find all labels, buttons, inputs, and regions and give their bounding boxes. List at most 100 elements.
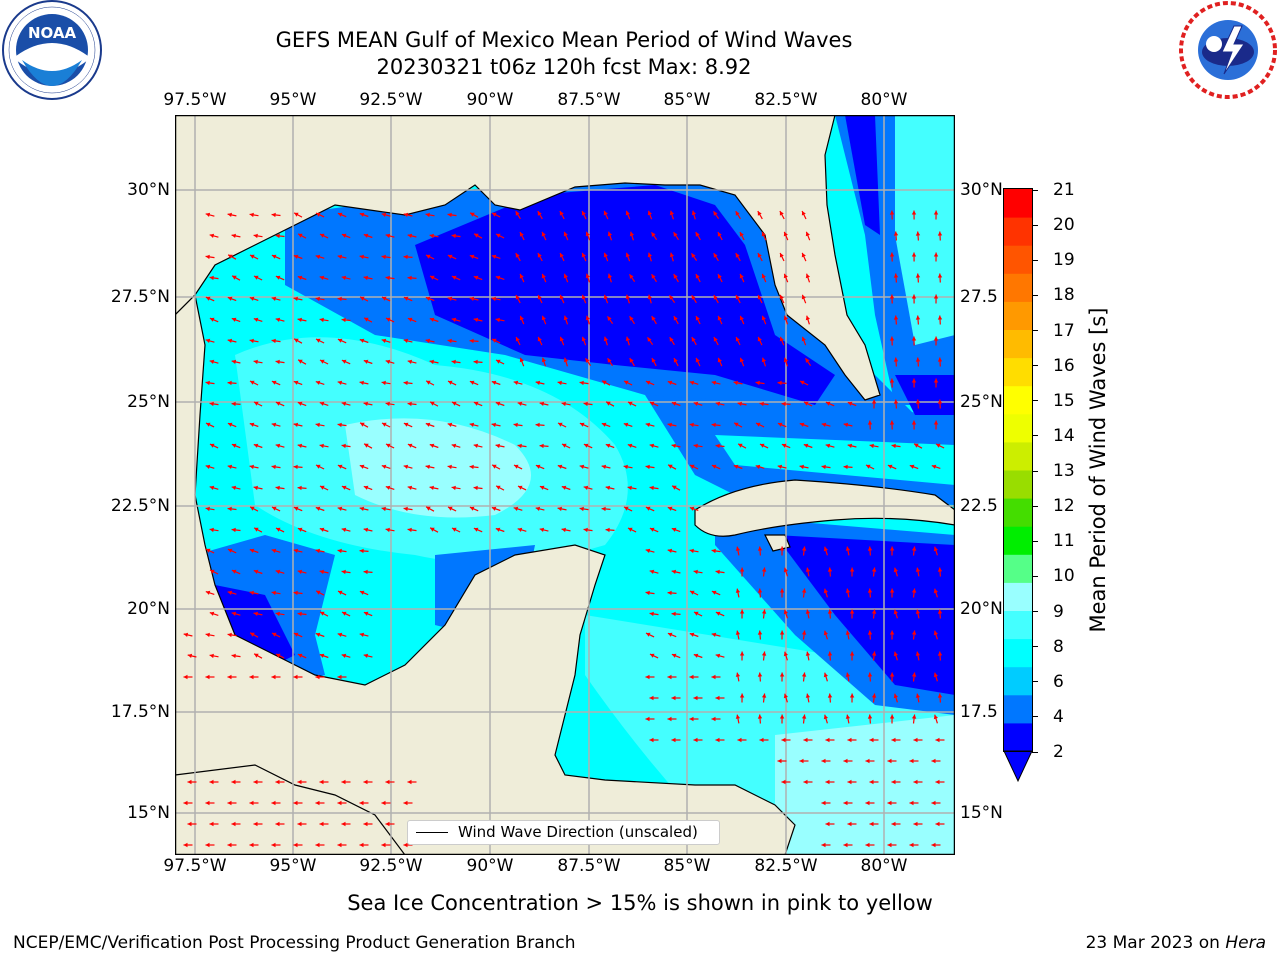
wind-wave-arrowhead <box>935 737 940 743</box>
wind-wave-arrowhead <box>647 294 652 300</box>
wind-wave-arrowhead <box>757 714 763 719</box>
wind-wave-arrowhead <box>430 527 435 532</box>
wind-wave-arrowhead <box>407 485 413 490</box>
wind-wave-arrowhead <box>783 273 788 279</box>
wind-wave-arrowhead <box>909 464 915 469</box>
wind-wave-arrowhead <box>231 485 237 490</box>
wind-wave-arrowhead <box>711 422 716 428</box>
wind-wave-arrowhead <box>403 296 409 301</box>
wind-wave-arrowhead <box>933 546 938 552</box>
wind-wave-arrowhead <box>210 443 215 448</box>
wind-wave-arrowhead <box>717 274 722 279</box>
wind-wave-arrowhead <box>601 464 607 469</box>
colorbar <box>1003 188 1033 783</box>
wind-wave-arrowhead <box>473 317 479 322</box>
wind-wave-arrowhead <box>447 212 452 218</box>
wind-wave-arrowhead <box>581 211 586 216</box>
wind-wave-arrowhead <box>429 443 435 448</box>
wind-wave-arrowhead <box>711 716 716 722</box>
wind-wave-arrowhead <box>515 337 520 342</box>
wind-wave-arrowhead <box>385 779 390 785</box>
wind-wave-arrowhead <box>293 296 298 301</box>
wind-wave-arrowhead <box>579 506 584 512</box>
wind-wave-arrowhead <box>889 378 895 383</box>
wind-wave-arrowhead <box>491 506 497 511</box>
wind-wave-arrowhead <box>865 800 870 806</box>
wind-wave-arrowhead <box>645 548 651 553</box>
wind-wave-arrowhead <box>297 275 303 280</box>
wind-wave-arrowhead <box>668 464 673 469</box>
wind-wave-arrowhead <box>319 443 324 449</box>
wind-wave-arrowhead <box>887 800 892 806</box>
wind-wave-arrowhead <box>271 212 276 218</box>
wind-wave-arrowhead <box>407 527 412 533</box>
wind-wave-arrowhead <box>275 359 280 365</box>
wind-wave-arrowhead <box>275 233 280 239</box>
wind-wave-arrowhead <box>869 821 874 827</box>
wind-wave-arrowhead <box>293 590 298 596</box>
wind-wave-arrowhead <box>715 401 721 406</box>
wind-wave-arrowhead <box>871 399 877 404</box>
wind-wave-arrowhead <box>535 422 540 428</box>
top-lon-label: 85°W <box>663 90 711 110</box>
wind-wave-arrowhead <box>690 590 695 595</box>
wind-wave-arrowhead <box>735 337 740 342</box>
wind-wave-arrowhead <box>187 653 193 658</box>
wind-wave-arrowhead <box>667 590 672 596</box>
wind-wave-arrowhead <box>491 254 497 259</box>
wind-wave-arrowhead <box>713 211 718 216</box>
wind-wave-arrowhead <box>563 231 568 237</box>
wind-wave-arrowhead <box>519 232 524 237</box>
wind-wave-arrowhead <box>359 464 365 469</box>
wind-wave-arrowhead <box>735 588 741 593</box>
wind-wave-arrowhead <box>271 674 276 680</box>
wind-wave-arrowhead <box>911 714 917 719</box>
wind-wave-arrowhead <box>205 632 210 638</box>
wind-wave-arrowhead <box>275 401 281 406</box>
wind-wave-arrowhead <box>911 252 917 257</box>
wind-wave-arrowhead <box>183 632 189 637</box>
wind-wave-arrowhead <box>363 821 368 827</box>
wind-wave-arrowhead <box>319 779 324 785</box>
wind-wave-arrowhead <box>386 317 391 322</box>
wind-wave-arrowhead <box>451 485 456 491</box>
wind-wave-arrowhead <box>210 569 215 574</box>
wind-wave-arrowhead <box>669 252 674 258</box>
wind-wave-arrowhead <box>539 485 545 490</box>
wind-wave-arrowhead <box>359 338 365 343</box>
wind-wave-arrowhead <box>761 651 767 656</box>
wind-wave-arrowhead <box>447 296 453 301</box>
wind-wave-arrowhead <box>867 714 873 719</box>
wind-wave-arrowhead <box>519 357 524 363</box>
wind-wave-arrowhead <box>735 630 741 635</box>
wind-wave-arrowhead <box>843 800 848 806</box>
wind-wave-arrowhead <box>579 464 585 469</box>
wind-wave-arrowhead <box>933 420 939 425</box>
wind-wave-arrowhead <box>541 273 546 279</box>
wind-wave-arrowhead <box>695 357 700 363</box>
wind-wave-arrowhead <box>911 294 917 299</box>
period-band-2s <box>215 585 295 675</box>
wind-wave-arrowhead <box>871 651 877 656</box>
wind-wave-arrowhead <box>805 273 810 279</box>
wind-wave-arrowhead <box>227 464 233 469</box>
wind-wave-arrowhead <box>937 567 943 572</box>
wind-wave-arrowhead <box>695 274 700 279</box>
wind-wave-arrowhead <box>845 714 851 719</box>
wind-wave-arrowhead <box>805 651 811 656</box>
colorbar-tick-mark <box>1032 259 1038 261</box>
wind-wave-arrowhead <box>337 632 343 637</box>
wind-wave-arrowhead <box>757 588 763 593</box>
wind-wave-arrowhead <box>275 443 281 448</box>
wind-wave-arrowhead <box>452 527 457 532</box>
wind-wave-arrowhead <box>519 315 524 321</box>
bottom-lon-label: 80°W <box>860 856 908 876</box>
noaa-logo-text: NOAA <box>28 24 77 42</box>
wind-wave-arrowhead <box>249 590 254 595</box>
wind-wave-arrowhead <box>473 275 479 280</box>
wind-wave-arrowhead <box>799 758 804 764</box>
wind-wave-arrowhead <box>671 569 677 574</box>
wind-wave-arrowhead <box>341 779 346 785</box>
wind-wave-arrowhead <box>363 275 368 281</box>
wind-wave-arrowhead <box>426 506 431 511</box>
